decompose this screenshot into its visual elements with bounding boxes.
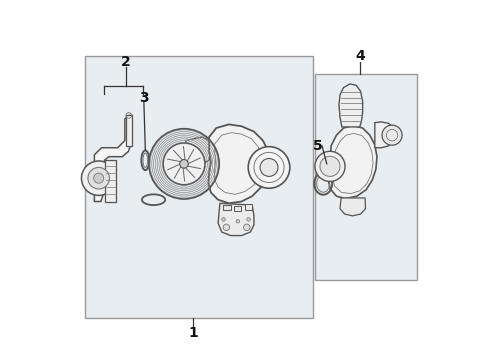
Circle shape [180,159,188,168]
Bar [105,160,116,202]
Bar [223,205,231,211]
Polygon shape [375,122,395,148]
Circle shape [81,161,116,195]
Text: 1: 1 [188,327,198,341]
Circle shape [236,220,240,223]
Bar [234,206,242,211]
Text: 5: 5 [313,139,323,153]
Polygon shape [339,84,363,127]
Bar [85,56,313,318]
Circle shape [320,156,340,176]
Polygon shape [208,125,270,203]
Circle shape [247,218,250,221]
Polygon shape [186,137,211,164]
Circle shape [223,224,230,230]
Circle shape [221,218,225,221]
Circle shape [382,125,402,145]
Polygon shape [328,126,377,199]
Polygon shape [95,116,132,202]
Text: 2: 2 [121,55,131,69]
Circle shape [88,167,109,189]
Bar [245,204,252,210]
Bar [315,74,417,280]
Circle shape [248,147,290,188]
Text: 3: 3 [139,90,148,104]
Circle shape [94,173,104,183]
Circle shape [244,224,250,230]
Circle shape [260,158,278,176]
Text: 4: 4 [355,49,365,63]
Polygon shape [218,203,254,235]
Circle shape [163,143,205,185]
Polygon shape [340,198,366,216]
Circle shape [315,151,345,181]
Bar [125,116,132,146]
